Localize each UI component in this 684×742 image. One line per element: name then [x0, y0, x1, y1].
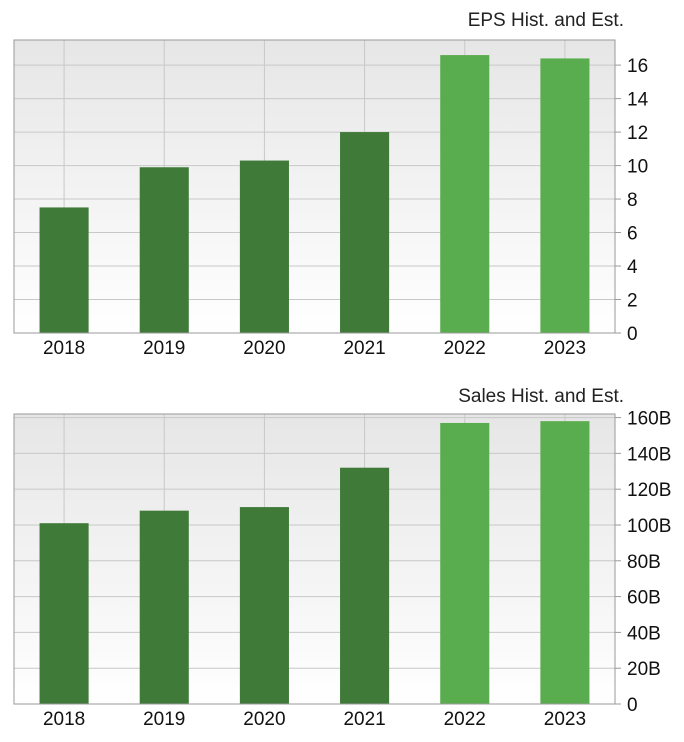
- eps-bar-2018: [39, 207, 89, 333]
- sales-ytick-label: 100B: [627, 516, 671, 537]
- eps-xtick-label: 2018: [43, 338, 85, 359]
- eps-ytick-label: 16: [627, 56, 648, 77]
- eps-xtick-label: 2023: [544, 338, 586, 359]
- sales-ytick-label: 80B: [627, 552, 661, 573]
- eps-bar-2023: [540, 58, 590, 333]
- sales-bar-2022: [440, 422, 490, 704]
- eps-ytick-label: 4: [627, 257, 638, 278]
- eps-ytick-label: 0: [627, 324, 638, 345]
- eps-plot-frame: [13, 39, 616, 334]
- eps-ytick-label: 6: [627, 224, 638, 245]
- eps-bar-2019: [139, 167, 189, 333]
- sales-ytick-label: 20B: [627, 659, 661, 680]
- sales-chart: Sales Hist. and Est. 0 20B 40B 60B 80B 100B 12…: [0, 372, 684, 742]
- sales-xtick-label: 2023: [544, 709, 586, 730]
- eps-ytick-label: 10: [627, 157, 648, 178]
- sales-plot-area: [14, 414, 615, 704]
- sales-xtick-label: 2022: [444, 709, 486, 730]
- eps-ytick-label: 14: [627, 90, 649, 111]
- sales-ytick-label: 140B: [627, 444, 671, 465]
- eps-chart-svg: EPS Hist. and Est. 0 2 4 6 8 10 12 14 16 2018 2019…: [13, 10, 649, 359]
- sales-ytick-label: 160B: [627, 409, 671, 430]
- eps-bar-2020: [239, 160, 289, 333]
- eps-xtick-label: 2020: [243, 338, 285, 359]
- eps-bar-2021: [340, 132, 390, 333]
- sales-xtick-label: 2021: [343, 709, 385, 730]
- sales-xtick-label: 2020: [243, 709, 285, 730]
- eps-xtick-label: 2021: [343, 338, 385, 359]
- eps-plot-area: [14, 40, 615, 333]
- sales-chart-svg: Sales Hist. and Est. 0 20B 40B 60B 80B 100B 12…: [13, 386, 671, 730]
- sales-bar-2023: [540, 421, 590, 704]
- sales-ytick-label: 120B: [627, 480, 671, 501]
- sales-plot-frame: [13, 413, 616, 705]
- eps-bar-2022: [440, 55, 490, 333]
- sales-bar-2020: [239, 507, 289, 704]
- sales-xtick-label: 2018: [43, 709, 85, 730]
- eps-xtick-label: 2022: [444, 338, 486, 359]
- sales-ytick-label: 60B: [627, 588, 661, 609]
- sales-chart-title: Sales Hist. and Est.: [458, 386, 624, 407]
- eps-ytick-label: 12: [627, 123, 648, 144]
- sales-ytick-label: 40B: [627, 623, 661, 644]
- sales-bar-2019: [139, 510, 189, 704]
- eps-ytick-label: 2: [627, 291, 638, 312]
- eps-xtick-label: 2019: [143, 338, 185, 359]
- sales-xtick-label: 2019: [143, 709, 185, 730]
- sales-bar-2018: [39, 523, 89, 704]
- sales-ytick-label: 0: [627, 695, 638, 716]
- eps-chart: EPS Hist. and Est. 0 2 4 6 8 10 12 14 16 2018 2019…: [13, 10, 649, 359]
- eps-ytick-label: 8: [627, 190, 638, 211]
- eps-chart-title: EPS Hist. and Est.: [468, 10, 624, 31]
- sales-bar-2021: [340, 467, 390, 704]
